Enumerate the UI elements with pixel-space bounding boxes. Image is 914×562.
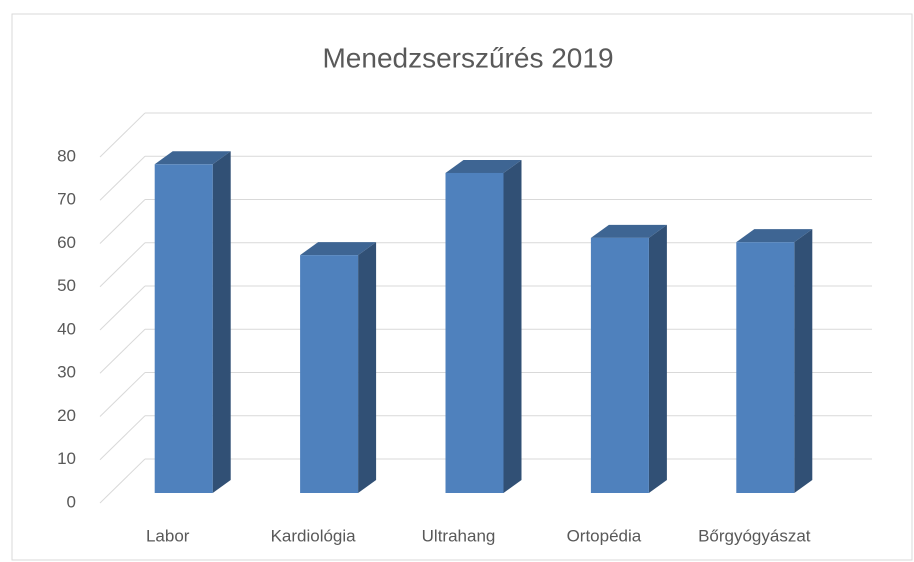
y-tick-label: 80: [57, 146, 76, 165]
bar: [590, 237, 649, 493]
bar-top: [736, 229, 813, 243]
bar-top: [590, 224, 667, 238]
x-tick-label: Bőrgyógyászat: [698, 526, 811, 545]
bar-side: [212, 151, 231, 494]
grid-line: [99, 458, 146, 504]
bar: [736, 242, 795, 493]
grid-line: [99, 199, 146, 244]
x-tick-label: Kardiológia: [271, 526, 357, 545]
bar-side: [358, 242, 377, 493]
bar-side: [794, 229, 813, 493]
grid-line: [99, 155, 146, 201]
grid-line: [99, 242, 146, 288]
bar-side: [648, 224, 667, 493]
y-tick-label: 60: [57, 233, 76, 252]
y-tick-label: 70: [57, 190, 76, 209]
x-tick-label: Labor: [146, 526, 190, 545]
bar: [154, 164, 213, 494]
chart-title: Menedzserszűrés 2019: [322, 42, 613, 73]
bar-top: [445, 159, 522, 173]
y-tick-label: 20: [57, 406, 76, 425]
bar-top: [300, 242, 377, 256]
bar-top: [154, 151, 231, 165]
grid-line: [99, 372, 146, 417]
x-tick-label: Ultrahang: [422, 526, 496, 545]
grid-line: [99, 112, 146, 158]
x-tick-label: Ortopédia: [567, 526, 642, 545]
grid-line: [99, 328, 146, 374]
bar: [445, 172, 504, 493]
bar: [300, 255, 359, 493]
bar-side: [503, 159, 522, 493]
y-tick-label: 40: [57, 319, 76, 338]
grid-line: [99, 285, 146, 331]
y-tick-label: 0: [67, 492, 76, 511]
y-tick-label: 10: [57, 449, 76, 468]
y-tick-label: 50: [57, 276, 76, 295]
y-tick-label: 30: [57, 363, 76, 382]
grid-line: [99, 415, 146, 461]
